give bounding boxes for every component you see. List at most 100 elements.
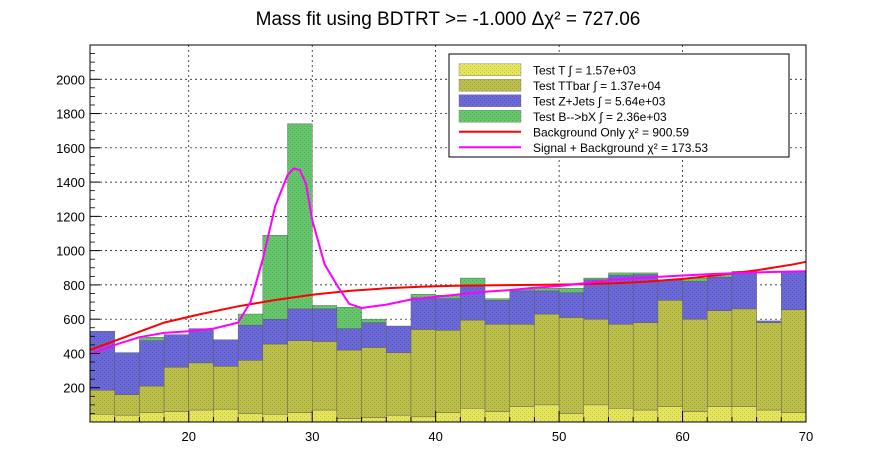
bar-2-7 [262,318,288,345]
legend-entry-label: Signal + Background χ² = 173.53 [533,141,708,155]
bar-1-1 [114,394,140,416]
bar-1-3 [163,366,189,412]
bar-2-9 [312,308,338,342]
bar-1-19 [558,317,584,414]
bar-3-15 [460,277,486,286]
bar-1-4 [188,362,214,411]
legend-swatch-3 [458,110,522,123]
bar-1-11 [361,347,387,418]
x-tick-label: 50 [552,429,566,444]
bar-1-28 [781,309,807,413]
bar-0-25 [707,406,733,423]
bar-1-24 [682,318,708,412]
bar-1-18 [534,313,560,406]
bar-1-8 [287,340,313,413]
x-tick-label: 30 [305,429,319,444]
bar-1-13 [410,329,436,418]
fit-line-1 [89,167,807,356]
bar-0-16 [484,411,510,423]
bar-2-1 [114,352,140,395]
bar-1-17 [509,324,535,407]
bar-3-11 [361,318,387,323]
bar-0-10 [336,418,362,423]
bar-1-0 [89,390,115,415]
bar-1-27 [756,322,782,411]
bar-1-10 [336,349,362,419]
bar-0-24 [682,411,708,423]
bar-0-20 [583,404,609,423]
bar-0-22 [632,409,659,423]
bar-0-11 [361,417,387,423]
bar-3-22 [632,272,659,275]
bar-0-6 [237,413,264,423]
bar-0-7 [262,414,288,423]
bar-3-8 [287,123,313,310]
bar-1-23 [657,300,683,407]
bar-0-4 [188,409,214,423]
bar-3-21 [608,272,634,276]
bar-0-12 [386,414,412,423]
bar-1-15 [460,319,486,409]
bar-0-0 [89,414,115,423]
bar-2-25 [707,276,733,311]
bar-3-18 [534,288,560,292]
bar-2-17 [509,290,535,325]
bar-2-19 [558,292,584,318]
bar-1-7 [262,343,288,415]
bar-0-21 [608,408,634,423]
bar-0-18 [534,404,560,423]
bar-2-0 [89,330,115,391]
legend-entry-label: Test TTbar ∫ = 1.37e+04 [533,79,661,93]
bar-3-19 [558,288,584,293]
x-tick-label: 40 [428,429,442,444]
bar-2-20 [583,279,609,320]
bar-2-4 [188,328,214,364]
bar-2-5 [213,339,239,367]
bar-2-11 [361,322,387,348]
bar-0-2 [139,412,165,423]
bar-3-2 [139,336,165,341]
bar-1-25 [707,310,733,407]
bar-2-16 [484,300,510,325]
axes: 20 30 40 50 60 70 200 400 600 800 1000 1200 1400 1600… [56,53,813,444]
bar-2-6 [237,324,264,361]
fit-line-0 [89,260,807,351]
bar-1-2 [139,385,165,413]
bar-3-6 [237,313,264,326]
bar-0-28 [781,412,807,423]
legend: Test T ∫ = 1.57e+03 Test TTbar ∫ = 1.37e+… [448,53,790,158]
bar-3-9 [312,305,338,310]
bar-1-14 [435,330,461,413]
legend-entry-label: Background Only χ² = 900.59 [533,125,689,139]
y-tick-label: 200 [63,381,85,396]
legend-swatch-0 [458,63,522,76]
bar-0-5 [213,408,239,423]
bar-2-18 [534,290,560,315]
bar-1-21 [608,324,634,409]
bar-1-12 [386,352,412,416]
bar-1-6 [237,360,264,414]
bar-2-28 [781,271,807,310]
bar-2-14 [435,298,461,331]
bar-0-9 [312,409,338,423]
stacked-bars [89,123,807,423]
bar-0-23 [657,406,683,423]
bar-3-7 [262,235,288,320]
bar-0-13 [410,416,436,423]
bar-1-16 [484,324,510,412]
y-tick-label: 1400 [56,175,85,190]
bar-0-27 [756,409,782,423]
bar-0-8 [287,412,313,423]
bar-3-10 [336,306,362,329]
bar-3-20 [583,277,609,280]
bar-2-24 [682,281,708,320]
y-tick-label: 1000 [56,244,85,259]
legend-entry-label: Test Z+Jets ∫ = 5.64e+03 [533,94,666,108]
y-tick-label: 2000 [56,72,85,87]
bar-2-2 [139,340,165,387]
y-tick-label: 1600 [56,141,85,156]
bar-2-8 [287,308,313,341]
bar-2-12 [386,325,412,353]
y-tick-label: 400 [63,346,85,361]
chart-title: Mass fit using BDTRT >= -1.000 Δχ² = 727… [256,9,641,30]
